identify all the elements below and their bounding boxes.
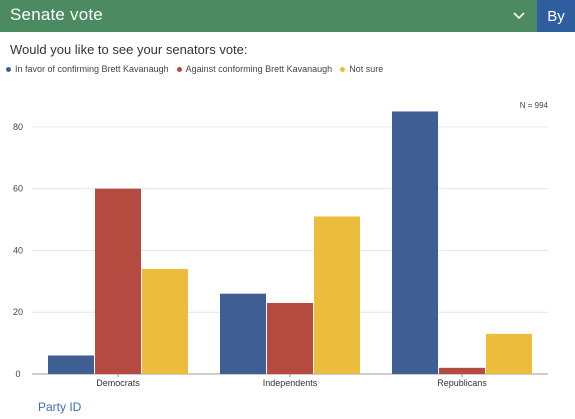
legend-label: Not sure [349, 64, 383, 74]
x-tick-label: Democrats [96, 378, 140, 388]
bar [95, 189, 141, 374]
sample-size-annotation: N = 994 [520, 101, 549, 110]
legend-item: In favor of confirming Brett Kavanaugh [6, 64, 169, 74]
legend-label: Against conforming Brett Kavanaugh [186, 64, 333, 74]
chevron-down-icon[interactable] [505, 0, 533, 32]
chart-legend: In favor of confirming Brett Kavanaugh Ag… [6, 64, 391, 74]
x-tick-label: Independents [263, 378, 318, 388]
bar [314, 216, 360, 374]
y-tick-label: 60 [13, 184, 23, 194]
bar [267, 303, 313, 374]
by-button[interactable]: By [537, 0, 575, 32]
y-tick-label: 40 [13, 245, 23, 255]
bar [486, 334, 532, 374]
legend-label: In favor of confirming Brett Kavanaugh [15, 64, 169, 74]
page-title: Senate vote [10, 5, 103, 25]
header-bar: Senate vote By [0, 0, 575, 32]
legend-swatch [340, 67, 345, 72]
y-tick-label: 0 [15, 369, 20, 379]
bar-chart: 0 20 40 60 80 N = 994 Democrats Independents Rep… [0, 80, 575, 395]
question-text: Would you like to see your senators vote… [10, 42, 248, 57]
bar [142, 269, 188, 374]
bar [392, 111, 438, 374]
y-tick-label: 80 [13, 122, 23, 132]
legend-item: Not sure [340, 64, 383, 74]
legend-swatch [177, 67, 182, 72]
party-id-link[interactable]: Party ID [38, 400, 81, 414]
legend-item: Against conforming Brett Kavanaugh [177, 64, 333, 74]
bar [439, 368, 485, 374]
legend-swatch [6, 67, 11, 72]
y-tick-label: 20 [13, 307, 23, 317]
bar [48, 355, 94, 374]
x-tick-label: Republicans [437, 378, 487, 388]
bar [220, 294, 266, 374]
